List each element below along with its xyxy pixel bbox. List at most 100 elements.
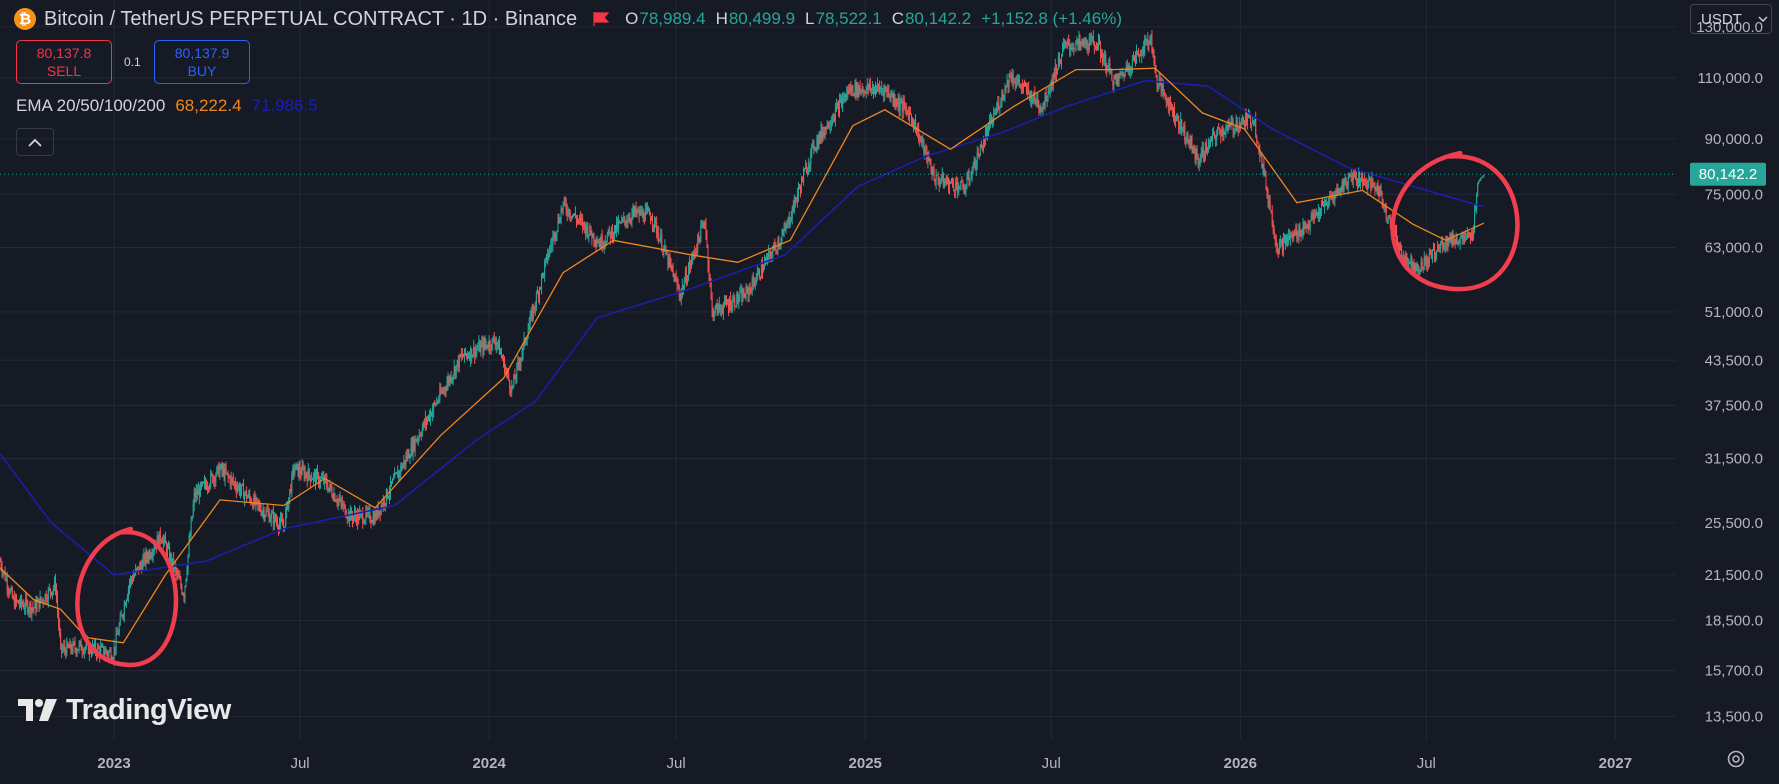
buy-button[interactable]: 80,137.9 BUY bbox=[154, 40, 250, 84]
candle-body bbox=[1017, 79, 1019, 82]
candle-body bbox=[623, 217, 625, 220]
candle-body bbox=[677, 285, 679, 288]
candle-body bbox=[1038, 107, 1040, 109]
candle-body bbox=[1417, 264, 1419, 274]
candle-body bbox=[21, 597, 23, 604]
candle-body bbox=[528, 324, 530, 331]
candle-body bbox=[625, 220, 627, 224]
candle-body bbox=[1234, 129, 1236, 131]
candle-body bbox=[979, 144, 981, 156]
open-key: O bbox=[625, 9, 639, 28]
price-axis-panel[interactable] bbox=[1676, 0, 1779, 784]
candle-body bbox=[255, 497, 257, 504]
candle-body bbox=[881, 88, 883, 91]
candle-body bbox=[599, 242, 601, 248]
indicator-legend[interactable]: EMA 20/50/100/200 68,222.4 71,986.5 bbox=[16, 96, 318, 116]
candle-body bbox=[1340, 190, 1342, 193]
candle-body bbox=[26, 598, 28, 603]
candle-body bbox=[889, 95, 891, 99]
candle-body bbox=[210, 473, 212, 486]
candle-body bbox=[900, 100, 902, 103]
candle-body bbox=[339, 498, 341, 501]
candle-body bbox=[422, 421, 424, 428]
candle-body bbox=[118, 625, 120, 634]
candle-body bbox=[860, 90, 862, 92]
candle-body bbox=[1387, 215, 1389, 218]
candle-body bbox=[1098, 40, 1099, 49]
candle-body bbox=[740, 290, 742, 293]
candle-body bbox=[784, 227, 786, 229]
candle-body bbox=[1105, 54, 1107, 70]
candle-body bbox=[526, 338, 528, 341]
candle-body bbox=[1093, 42, 1095, 48]
candle-body bbox=[385, 489, 387, 504]
candle-body bbox=[679, 293, 681, 300]
candle-body bbox=[322, 477, 324, 479]
candle-body bbox=[729, 298, 731, 309]
candle-body bbox=[895, 104, 897, 106]
candle-body bbox=[1213, 132, 1215, 134]
candle-body bbox=[550, 245, 552, 247]
candle-body bbox=[746, 288, 748, 290]
collapse-legend-button[interactable] bbox=[16, 128, 54, 156]
candle-body bbox=[108, 651, 110, 655]
candle-body bbox=[896, 104, 898, 106]
red-flag-icon[interactable] bbox=[593, 12, 610, 26]
candle-body bbox=[1284, 237, 1285, 239]
ema-long-line bbox=[0, 79, 1485, 576]
symbol-title[interactable]: Bitcoin / TetherUS PERPETUAL CONTRACT · … bbox=[44, 7, 578, 30]
currency-selector[interactable]: USDT bbox=[1690, 4, 1772, 34]
candle-body bbox=[688, 269, 689, 279]
x-tick-label: 2026 bbox=[1224, 755, 1257, 772]
candle-body bbox=[468, 355, 470, 357]
time-axis-panel[interactable] bbox=[0, 740, 1676, 784]
candle-body bbox=[593, 233, 595, 242]
candle-body bbox=[976, 153, 978, 165]
settings-gear-icon[interactable] bbox=[1724, 747, 1748, 771]
candle-body bbox=[1295, 229, 1297, 236]
candle-body bbox=[466, 354, 467, 356]
candle-body bbox=[334, 494, 336, 502]
candle-body bbox=[891, 93, 893, 96]
candle-body bbox=[47, 589, 49, 601]
sell-button[interactable]: 80,137.8 SELL bbox=[16, 40, 112, 84]
candle-body bbox=[916, 132, 918, 134]
candle-body bbox=[30, 603, 32, 614]
candle-body bbox=[787, 217, 789, 222]
candle-body bbox=[380, 505, 382, 514]
candle-body bbox=[1337, 188, 1339, 194]
candle-body bbox=[1079, 38, 1081, 44]
candle-body bbox=[381, 505, 383, 507]
candle-body bbox=[1136, 51, 1137, 57]
candle-body bbox=[24, 608, 26, 610]
candle-body bbox=[299, 466, 301, 474]
candle-body bbox=[512, 384, 514, 387]
candle-body bbox=[260, 510, 262, 515]
order-quantity[interactable]: 0.1 bbox=[124, 55, 141, 69]
candle-body bbox=[1101, 54, 1103, 56]
candle-body bbox=[730, 298, 732, 310]
candle-body bbox=[794, 197, 796, 201]
candle-body bbox=[248, 493, 250, 497]
candle-body bbox=[975, 164, 977, 170]
candle-body bbox=[371, 522, 373, 524]
candle-body bbox=[1009, 74, 1011, 78]
candle-body bbox=[40, 596, 42, 601]
candle-body bbox=[230, 477, 232, 485]
candle-body bbox=[1027, 88, 1029, 94]
y-tick-label: 63,000.0 bbox=[1705, 239, 1763, 256]
candle-body bbox=[667, 253, 669, 266]
bitcoin-icon[interactable]: ₿ bbox=[14, 8, 36, 30]
candle-body bbox=[873, 86, 874, 94]
candle-body bbox=[103, 645, 105, 655]
candle-body bbox=[1399, 244, 1401, 252]
candle-body bbox=[1413, 265, 1415, 268]
candle-body bbox=[42, 599, 44, 602]
candle-body bbox=[1376, 184, 1378, 191]
candle-body bbox=[304, 472, 306, 478]
candle-body bbox=[670, 263, 672, 266]
candle-body bbox=[1254, 118, 1256, 124]
candle-body bbox=[1329, 197, 1331, 199]
tradingview-logo[interactable]: TradingView bbox=[18, 692, 231, 728]
